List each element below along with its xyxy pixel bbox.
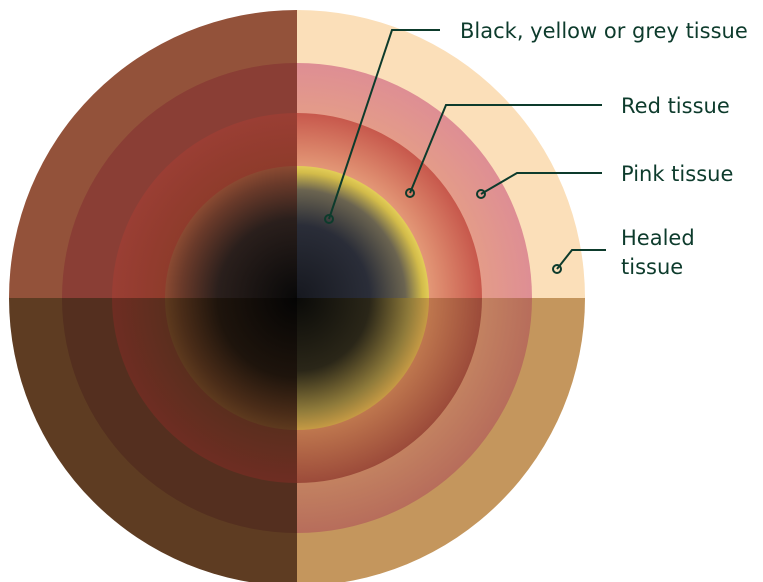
marker-healed-tissue <box>552 264 562 274</box>
marker-black-yellow-grey <box>324 214 334 224</box>
label-pink-tissue: Pink tissue <box>621 162 733 186</box>
marker-pink-tissue <box>476 189 486 199</box>
leader-line-red-tissue <box>409 104 602 194</box>
callout-healed-tissue: Healed tissue <box>552 226 695 279</box>
marker-red-tissue <box>405 188 415 198</box>
leader-line-black-yellow-grey <box>328 29 440 220</box>
label-red-tissue: Red tissue <box>621 94 730 118</box>
label-black-yellow-grey: Black, yellow or grey tissue <box>460 19 748 43</box>
callout-pink-tissue: Pink tissue <box>476 162 733 199</box>
ring-black-top-right <box>297 166 429 298</box>
quadrant-bottom-right <box>297 298 585 582</box>
leader-line-healed-tissue <box>556 249 606 270</box>
callout-black-yellow-grey: Black, yellow or grey tissue <box>324 19 748 224</box>
quadrant-top-left <box>9 10 297 298</box>
label-healed-tissue-line2: tissue <box>621 255 683 279</box>
ring-black-bottom-left <box>165 298 297 430</box>
ring-black-bottom-right <box>297 298 429 430</box>
quadrant-bottom-left <box>9 298 297 582</box>
quadrant-top-right <box>297 10 585 298</box>
label-healed-tissue-line1: Healed <box>621 226 695 250</box>
leader-line-pink-tissue <box>480 172 602 195</box>
ring-black-top-left <box>165 166 297 298</box>
callout-red-tissue: Red tissue <box>405 94 730 198</box>
